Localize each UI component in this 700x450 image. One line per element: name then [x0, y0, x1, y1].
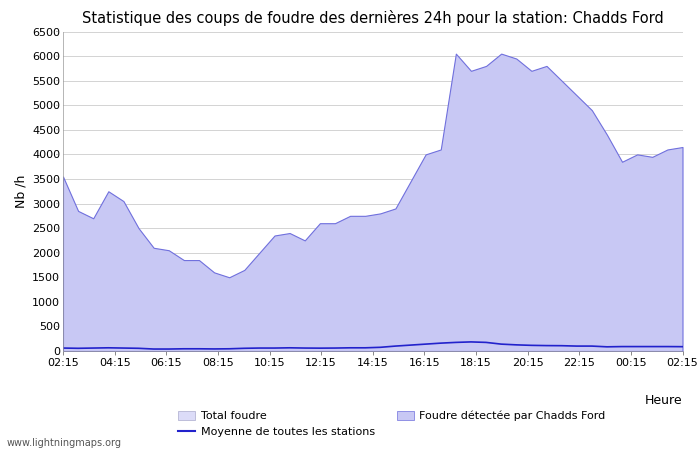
Title: Statistique des coups de foudre des dernières 24h pour la station: Chadds Ford: Statistique des coups de foudre des dern… [82, 10, 664, 26]
Text: Heure: Heure [645, 394, 682, 407]
Legend: Total foudre, Moyenne de toutes les stations, Foudre détectée par Chadds Ford: Total foudre, Moyenne de toutes les stat… [174, 406, 610, 441]
Text: www.lightningmaps.org: www.lightningmaps.org [7, 438, 122, 448]
Y-axis label: Nb /h: Nb /h [15, 175, 28, 208]
